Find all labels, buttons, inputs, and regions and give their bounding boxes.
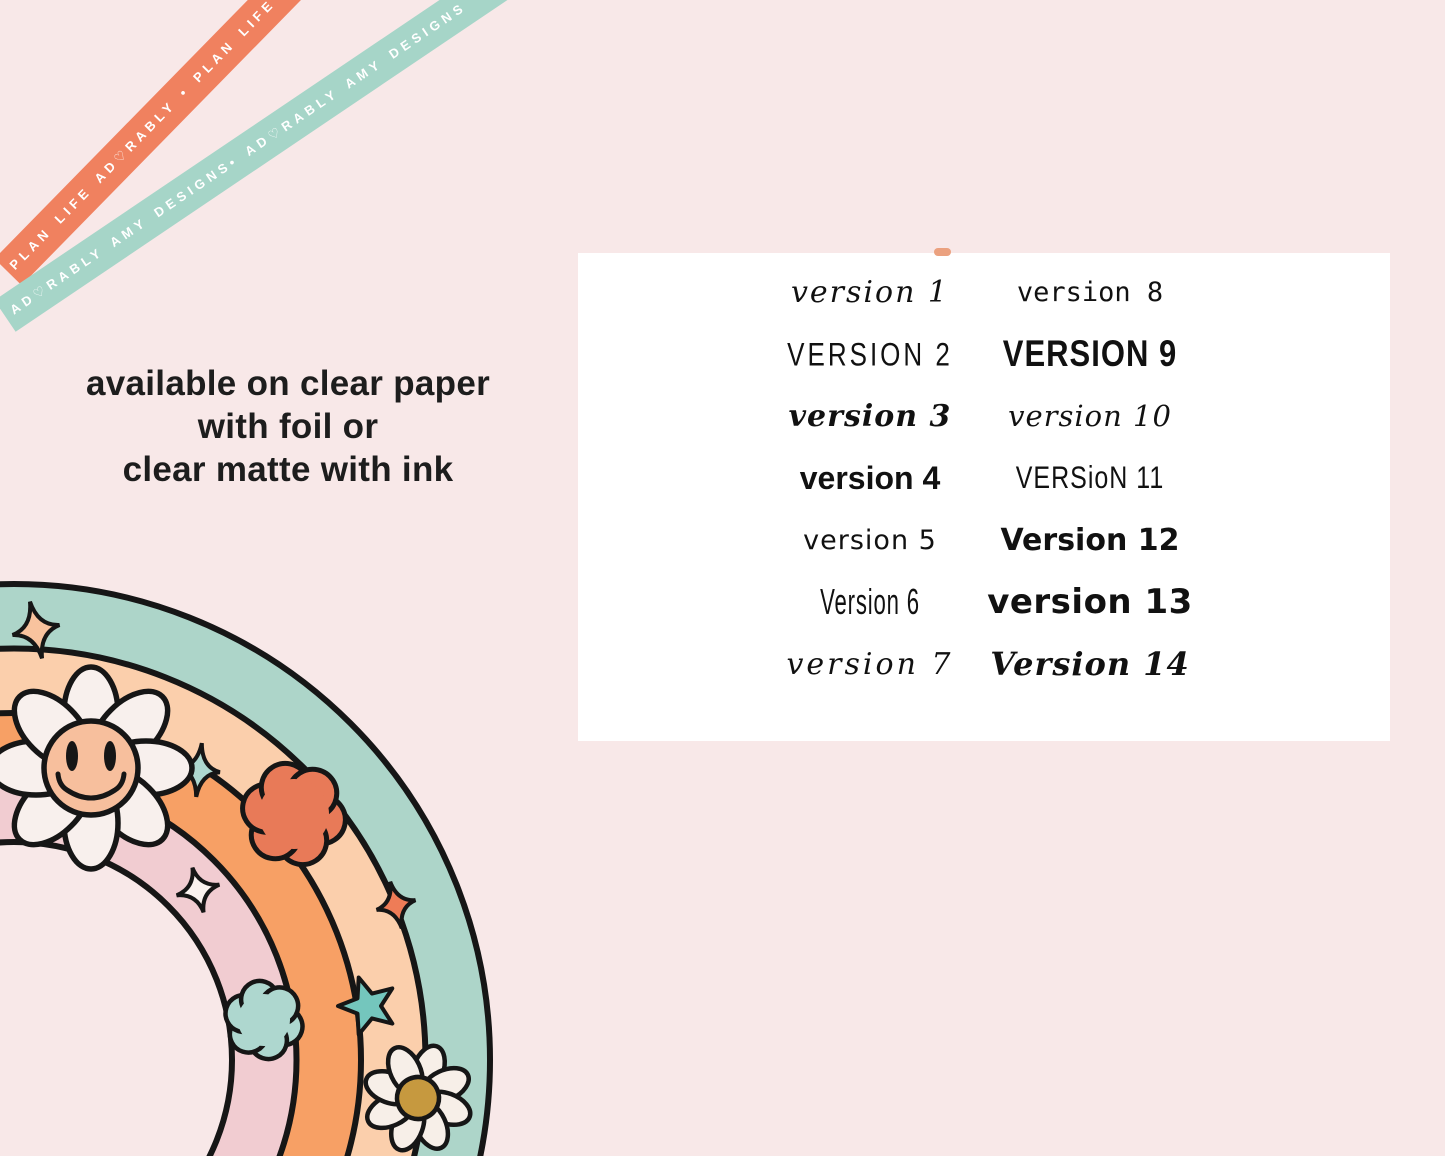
ribbon-teal-text: AD♡RABLY AMY DESIGNS• AD♡RABLY AMY DESIG… bbox=[7, 0, 543, 318]
orange-sparkle-icon bbox=[375, 880, 417, 930]
tagline-line-1: available on clear paper bbox=[85, 364, 491, 403]
font-sample-version-9: VERSION 9 bbox=[1002, 332, 1178, 375]
daisy-smile bbox=[55, 771, 127, 801]
font-sample-version-4: version 4 bbox=[799, 459, 941, 496]
font-sample-version-6: Version 6 bbox=[820, 581, 920, 622]
font-sample-version-7: version 7 bbox=[786, 646, 954, 682]
coral-flower-icon bbox=[240, 760, 348, 868]
font-sample-version-8: version 8 bbox=[1016, 276, 1164, 308]
tagline-line-2: with foil or bbox=[197, 407, 379, 446]
font-sample-version-13: version 13 bbox=[987, 582, 1193, 622]
daisy-eye-right bbox=[104, 741, 116, 771]
font-sample-version-3: version 3 bbox=[788, 398, 952, 434]
font-samples-left-column: version 1 VERSION 2 version 3 version 4 … bbox=[710, 261, 1030, 695]
daisy-eye-left bbox=[66, 741, 78, 771]
font-sample-version-11: VERSioN 11 bbox=[1015, 459, 1165, 495]
font-sample-version-10: version 10 bbox=[1008, 399, 1172, 433]
font-sample-version-12: Version 12 bbox=[1000, 522, 1180, 558]
peach-dash-decoration bbox=[934, 248, 951, 256]
font-sample-version-5: version 5 bbox=[803, 524, 937, 556]
smiley-daisy-icon bbox=[0, 664, 195, 872]
gold-daisy-icon bbox=[363, 1043, 473, 1153]
white-sparkle-icon bbox=[175, 866, 221, 914]
font-sample-version-1: version 1 bbox=[790, 274, 950, 310]
tagline-line-3: clear matte with ink bbox=[122, 450, 454, 489]
font-samples-right-column: version 8 VERSION 9 version 10 VERSioN 1… bbox=[930, 261, 1250, 695]
rainbow-illustration bbox=[0, 581, 493, 1156]
peach-sparkle-icon bbox=[11, 600, 61, 660]
teal-flower-icon bbox=[223, 978, 305, 1062]
font-sample-version-2: VERSION 2 bbox=[787, 334, 953, 373]
teal-star-icon bbox=[336, 975, 395, 1037]
tagline: available on clear paper with foil or cl… bbox=[58, 362, 518, 491]
font-samples-panel: version 1 VERSION 2 version 3 version 4 … bbox=[578, 253, 1390, 741]
font-sample-version-14: Version 14 bbox=[990, 645, 1190, 683]
